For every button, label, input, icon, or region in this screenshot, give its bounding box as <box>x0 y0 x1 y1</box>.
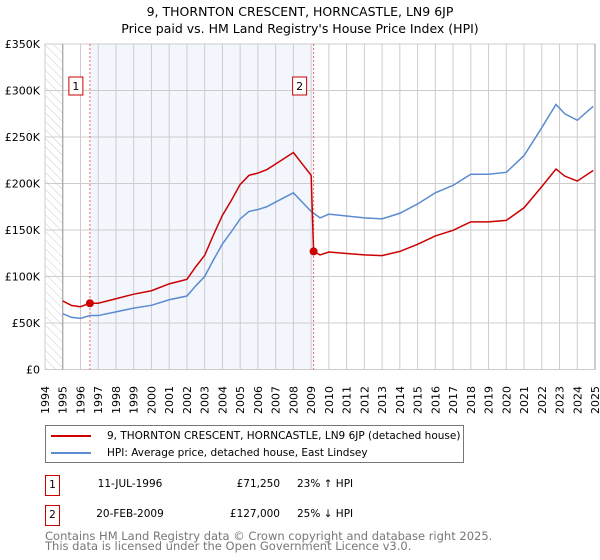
y-tick-label: £100K <box>5 271 41 284</box>
x-tick-label: 2001 <box>163 386 176 414</box>
legend-swatch-blue <box>51 452 91 454</box>
y-tick-label: £350K <box>5 38 41 51</box>
x-tick-label: 2002 <box>181 386 194 414</box>
sale-hpi-diff: 23% ↑ HPI <box>297 478 354 490</box>
x-tick-label: 2014 <box>394 386 407 414</box>
y-tick-label: £250K <box>5 131 41 144</box>
x-tick-label: 2019 <box>483 386 496 414</box>
x-tick-label: 2004 <box>216 386 229 414</box>
legend-label: 9, THORNTON CRESCENT, HORNCASTLE, LN9 6J… <box>107 430 461 442</box>
sale-marker-badge: 2 <box>45 505 60 526</box>
footer-licence: This data is licensed under the Open Gov… <box>45 539 412 553</box>
chart-title: 9, THORNTON CRESCENT, HORNCASTLE, LN9 6J… <box>146 4 454 19</box>
sale-date: 20-FEB-2009 <box>96 508 164 520</box>
x-tick-label: 2021 <box>518 386 531 414</box>
property-series-line <box>62 151 594 308</box>
x-tick-label: 1994 <box>39 386 52 414</box>
x-tick-label: 1996 <box>74 386 87 414</box>
x-tick-label: 2011 <box>341 386 354 414</box>
chart-subtitle: Price paid vs. HM Land Registry's House … <box>121 21 479 36</box>
sale-label-box <box>292 76 308 96</box>
x-tick-label: 2024 <box>571 386 584 414</box>
x-tick-label: 2018 <box>465 386 478 414</box>
x-tick-label: 2006 <box>252 386 265 414</box>
x-tick-label: 2015 <box>412 386 425 414</box>
y-tick-label: £300K <box>5 85 41 98</box>
x-tick-label: 2012 <box>358 386 371 414</box>
x-tick-label: 1997 <box>92 386 105 414</box>
x-tick-label: 2007 <box>270 386 283 414</box>
x-tick-label: 1995 <box>57 386 70 414</box>
legend: 9, THORNTON CRESCENT, HORNCASTLE, LN9 6J… <box>45 425 464 463</box>
y-tick-label: £50K <box>12 317 41 330</box>
legend-item-property: 9, THORNTON CRESCENT, HORNCASTLE, LN9 6J… <box>46 428 460 444</box>
x-tick-label: 2017 <box>447 386 460 414</box>
footer-copyright: Contains HM Land Registry data © Crown c… <box>45 529 493 543</box>
sale-hpi-diff: 25% ↓ HPI <box>297 508 354 520</box>
y-tick-label: £200K <box>5 178 41 191</box>
y-tick-label: £0 <box>26 364 40 377</box>
sale-point <box>309 247 318 256</box>
x-tick-label: 1999 <box>128 386 141 414</box>
x-tick-label: 2008 <box>287 386 300 414</box>
legend-label: HPI: Average price, detached house, East… <box>107 447 368 459</box>
x-tick-label: 2016 <box>429 386 442 414</box>
x-tick-label: 2005 <box>234 386 247 414</box>
sale-row-1: 1 11-JUL-1996 £71,250 23% ↑ HPI <box>45 475 465 497</box>
ownership-shading <box>89 44 314 370</box>
legend-swatch-red <box>51 435 91 437</box>
footer: Contains HM Land Registry data © Crown c… <box>45 529 493 553</box>
legend-item-hpi: HPI: Average price, detached house, East… <box>46 445 368 461</box>
price-chart: 1994 1995 1996 1997 1998 1999 2000 2001 2002 2003… <box>5 38 600 414</box>
x-tick-label: 2010 <box>323 386 336 414</box>
hpi-series-line <box>62 103 594 320</box>
sale-label: 2 <box>296 80 303 93</box>
sale-price: £71,250 <box>236 478 280 490</box>
x-tick-label: 2020 <box>500 386 513 414</box>
sale-date: 11-JUL-1996 <box>97 478 163 490</box>
x-tick-label: 2022 <box>536 386 549 414</box>
sale-label-box <box>68 76 84 96</box>
sale-row-2: 2 20-FEB-2009 £127,000 25% ↓ HPI <box>45 505 465 527</box>
sale-price: £127,000 <box>229 508 280 520</box>
x-tick-label: 2009 <box>305 386 318 414</box>
sale-label: 1 <box>72 80 79 93</box>
x-tick-label: 1998 <box>110 386 123 414</box>
sale-marker-badge: 1 <box>45 475 60 496</box>
y-tick-label: £150K <box>5 224 41 237</box>
x-tick-label: 2000 <box>145 386 158 414</box>
x-tick-label: 2025 <box>589 386 600 414</box>
no-data-hatch <box>45 44 63 370</box>
x-tick-label: 2003 <box>199 386 212 414</box>
x-tick-label: 2013 <box>376 386 389 414</box>
x-tick-label: 2023 <box>554 386 567 414</box>
sale-point <box>85 299 94 308</box>
